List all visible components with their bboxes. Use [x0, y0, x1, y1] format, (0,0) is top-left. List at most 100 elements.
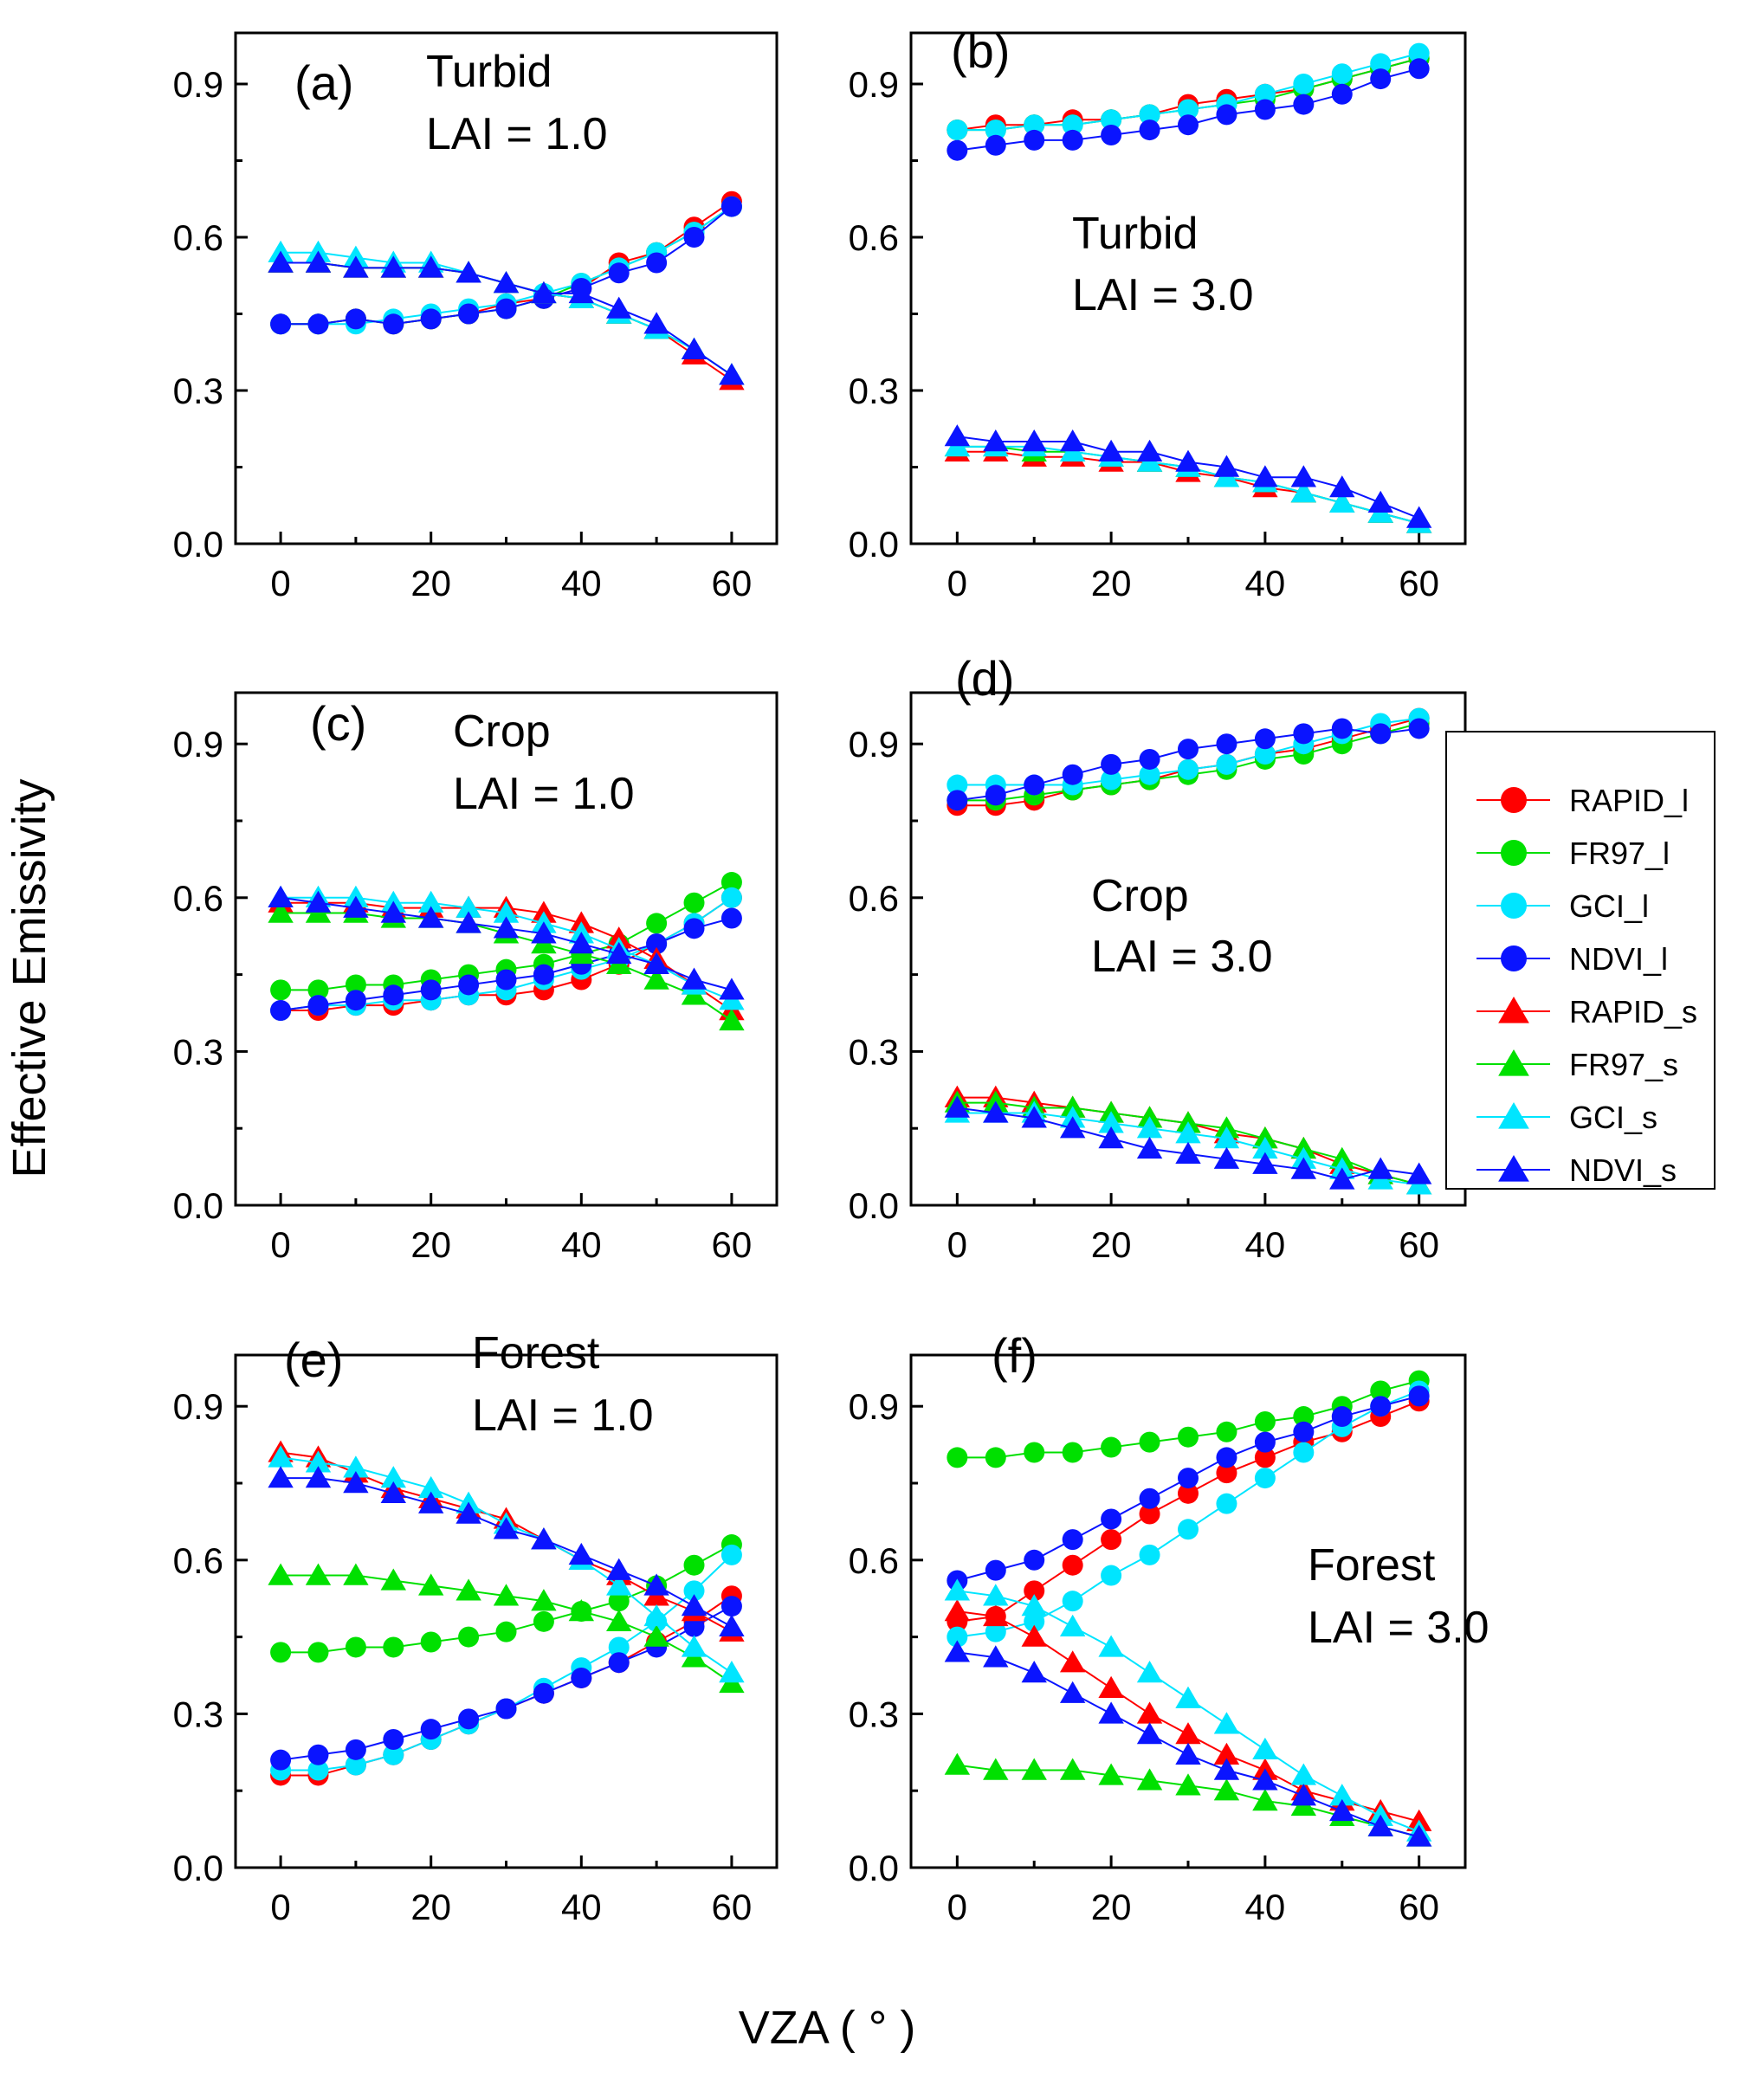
- data-point: [1021, 1594, 1047, 1617]
- data-point: [1059, 1116, 1086, 1139]
- data-point: [1329, 1784, 1355, 1806]
- data-point: [307, 979, 329, 1001]
- data-point: [417, 255, 444, 278]
- data-point: [985, 119, 1006, 141]
- data-point: [681, 1594, 708, 1617]
- data-point: [1408, 42, 1430, 64]
- panel-annotation-lai: LAI = 1.0: [453, 769, 635, 819]
- data-point: [1213, 1742, 1240, 1765]
- data-point: [1175, 1121, 1201, 1144]
- data-point: [1178, 1426, 1199, 1448]
- data-point: [1062, 114, 1083, 136]
- data-point: [1370, 1380, 1392, 1402]
- data-point: [1370, 723, 1392, 745]
- data-point: [1062, 129, 1083, 151]
- data-point: [1062, 764, 1083, 785]
- data-point: [1101, 1508, 1122, 1530]
- data-point: [1059, 429, 1086, 452]
- data-point: [383, 1729, 404, 1750]
- series-FR97_s: [268, 1563, 745, 1694]
- x-tick-label: 20: [1091, 1887, 1132, 1927]
- data-point: [1178, 1482, 1199, 1504]
- data-point: [1021, 1624, 1047, 1647]
- series-GCI_s: [944, 1578, 1432, 1842]
- data-point: [983, 1604, 1009, 1627]
- data-point: [268, 1563, 294, 1585]
- data-point: [1290, 1784, 1317, 1806]
- data-point: [944, 1095, 971, 1118]
- data-point: [270, 1749, 292, 1771]
- x-tick-label: 60: [712, 1224, 753, 1265]
- y-tick-label: 0.3: [849, 1694, 899, 1734]
- data-point: [1059, 1614, 1086, 1636]
- data-point: [1136, 1768, 1163, 1791]
- data-point: [343, 1563, 369, 1585]
- data-point: [947, 790, 968, 811]
- data-point: [458, 1708, 480, 1730]
- legend-marker: [1501, 840, 1527, 866]
- data-point: [1331, 718, 1353, 739]
- data-point: [1408, 58, 1430, 80]
- data-point: [531, 281, 557, 304]
- x-tick-label: 40: [1245, 1224, 1286, 1265]
- x-tick-label: 0: [270, 1224, 290, 1265]
- data-point: [944, 424, 971, 447]
- data-point: [420, 979, 442, 1001]
- data-point: [1175, 1742, 1201, 1765]
- y-tick-label: 0.6: [173, 1540, 223, 1581]
- data-point: [720, 196, 742, 217]
- x-tick-label: 20: [1091, 563, 1132, 603]
- data-point: [345, 1754, 366, 1776]
- data-point: [1252, 1737, 1278, 1760]
- panel-b: 0.0 0.3 0.6 0.9 0 20 40 60 (b) Turbid LAI = 3.0: [849, 23, 1467, 603]
- data-point: [1139, 748, 1160, 770]
- data-point: [643, 1604, 669, 1627]
- y-tick-label: 0.3: [173, 1694, 223, 1734]
- data-point: [1024, 774, 1045, 796]
- data-point: [343, 895, 369, 918]
- y-tick-label: 0.0: [849, 1848, 899, 1888]
- data-point: [1062, 1554, 1083, 1576]
- series-NDVI_s: [268, 1466, 745, 1636]
- y-tick-label: 0.6: [849, 1540, 899, 1581]
- data-point: [1370, 1396, 1392, 1417]
- data-point: [1101, 125, 1122, 145]
- data-point: [458, 1626, 480, 1648]
- data-point: [383, 984, 404, 1006]
- data-point: [1213, 1126, 1240, 1149]
- data-point: [947, 774, 968, 796]
- legend-entry-RAPID_l: RAPID_l: [1476, 783, 1689, 818]
- data-point: [947, 139, 968, 161]
- data-point: [1405, 1162, 1432, 1184]
- data-point: [1175, 1773, 1201, 1796]
- panel-annotation-lai: LAI = 3.0: [1072, 270, 1254, 320]
- data-point: [307, 1759, 329, 1781]
- data-point: [305, 250, 332, 273]
- data-point: [1178, 1519, 1199, 1540]
- data-point: [681, 1635, 708, 1657]
- y-tick-label: 0.6: [173, 878, 223, 919]
- data-point: [493, 916, 520, 939]
- x-tick-label: 40: [561, 1887, 602, 1927]
- series-NDVI_l: [947, 58, 1430, 161]
- data-point: [1293, 1421, 1315, 1442]
- x-tick-label: 20: [410, 1887, 451, 1927]
- x-tick-label: 0: [947, 563, 967, 603]
- data-point: [608, 1636, 630, 1658]
- data-point: [1329, 490, 1355, 513]
- panel-annotation-surface: Crop: [453, 707, 551, 757]
- data-point: [985, 784, 1006, 806]
- data-point: [1139, 104, 1160, 126]
- data-point: [380, 255, 406, 278]
- y-tick-label: 0.9: [849, 64, 899, 105]
- data-point: [1178, 739, 1199, 760]
- data-point: [1408, 718, 1430, 739]
- y-tick-label: 0.6: [173, 217, 223, 258]
- data-point: [1178, 114, 1199, 136]
- y-tick-label: 0.0: [173, 1185, 223, 1226]
- y-tick-label: 0.3: [849, 371, 899, 411]
- data-point: [1101, 753, 1122, 775]
- data-point: [1098, 1126, 1124, 1149]
- data-point: [533, 1682, 554, 1704]
- data-point: [1021, 429, 1047, 452]
